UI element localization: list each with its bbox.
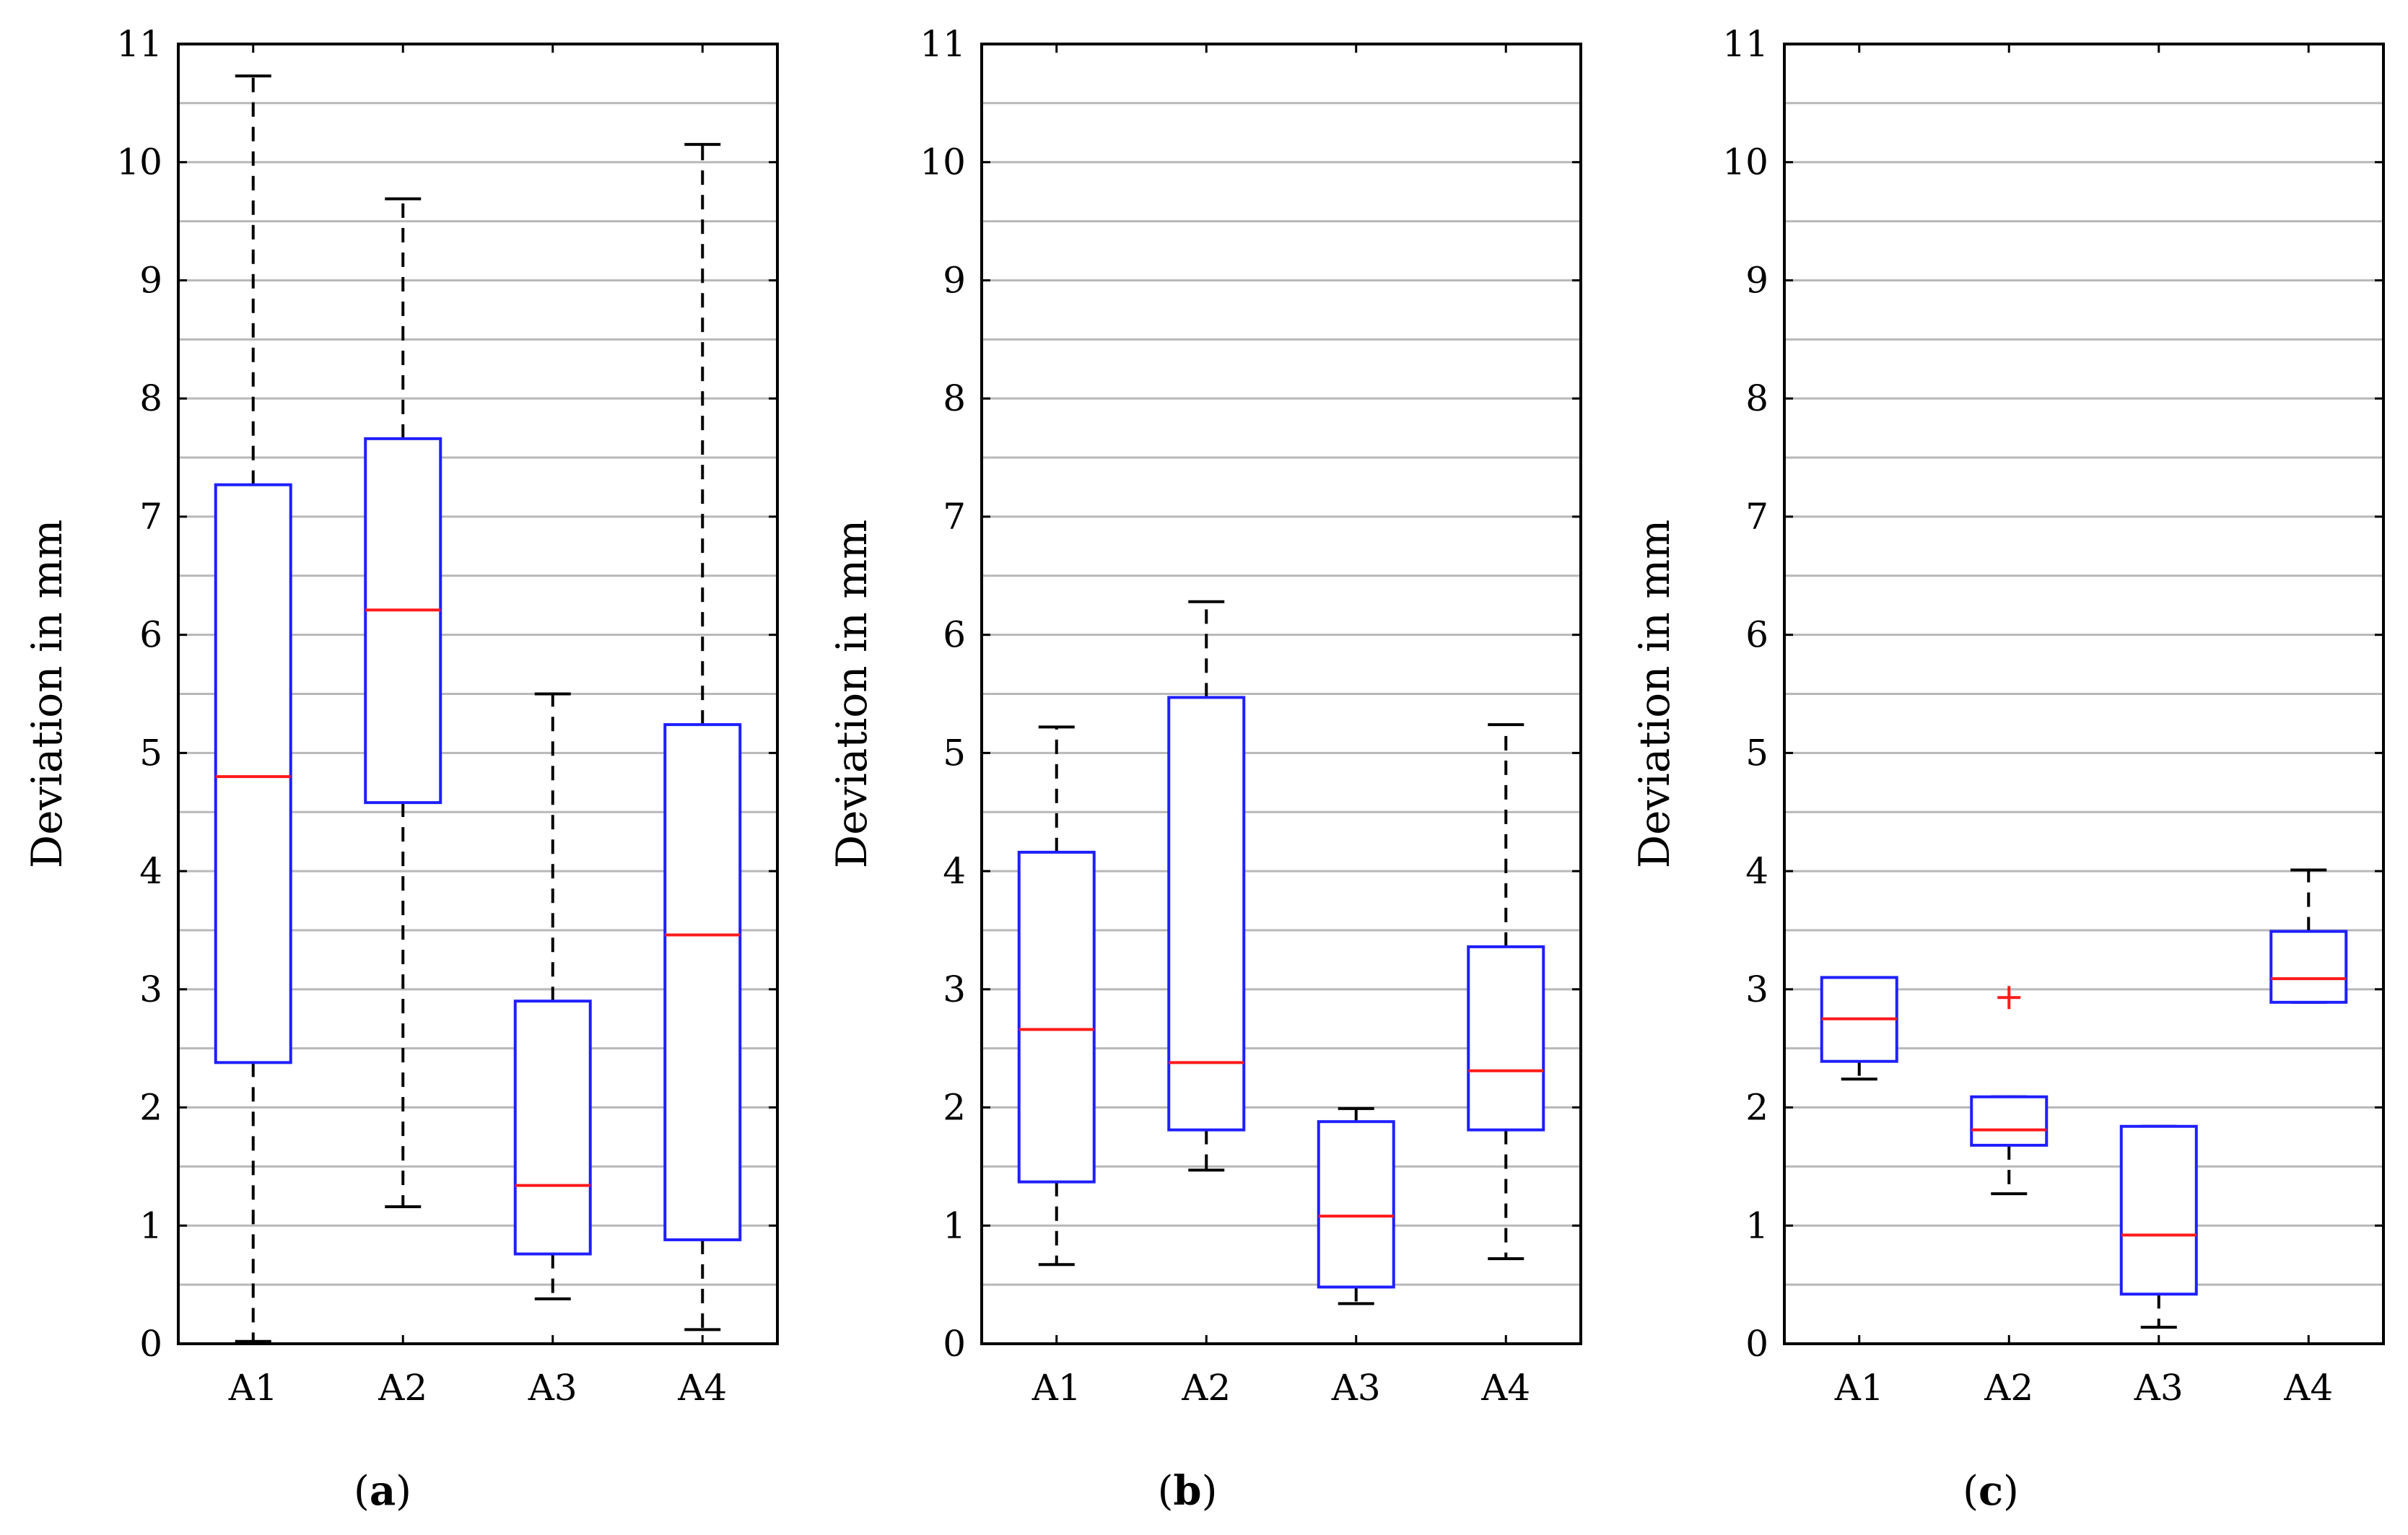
panel-b: 0 1 2 3 4 5 6 7 8 9 10 11 A1 A2 A3 A4 Deviation in mm (b) (827, 23, 1582, 1515)
y-axis-label: Deviation in mm (1630, 520, 1679, 869)
x-tick-label: A3 (2134, 1367, 2184, 1409)
y-tick-label: 8 (1745, 377, 1768, 419)
box-A1 (1017, 725, 1096, 1267)
iqr-box (1317, 1120, 1395, 1289)
iqr-box (2269, 930, 2348, 1004)
y-tick-label: 6 (943, 614, 966, 656)
x-tick-label: A1 (1031, 1367, 1081, 1409)
x-tick-label: A3 (528, 1367, 577, 1409)
y-tick-label: 0 (139, 1323, 162, 1365)
y-tick-label: 8 (139, 377, 162, 419)
x-tick-label: A3 (1331, 1367, 1381, 1409)
iqr-box (1167, 696, 1246, 1132)
y-tick-label: 7 (139, 496, 162, 538)
y-tick-label: 7 (943, 496, 966, 538)
y-tick-label: 5 (139, 732, 162, 774)
y-tick-label: 10 (116, 141, 162, 183)
plot-frame (980, 43, 1582, 1345)
y-tick-label: 3 (139, 968, 162, 1010)
caption-letter: c (1979, 1467, 2003, 1515)
caption-paren-close: ) (2003, 1468, 2019, 1515)
x-tick-label: A2 (1984, 1367, 2033, 1409)
y-tick-label: 9 (139, 259, 162, 301)
x-tick-label: A4 (1480, 1367, 1530, 1409)
caption-paren-open: ( (354, 1468, 370, 1515)
iqr-box (513, 1000, 592, 1256)
y-tick-label: 9 (1745, 259, 1768, 301)
iqr-box (364, 437, 442, 805)
x-tick-label: A4 (2283, 1367, 2333, 1409)
y-tick-label: 11 (920, 23, 966, 65)
y-tick-label: 6 (1745, 614, 1768, 656)
caption-paren-close: ) (1202, 1468, 1218, 1515)
box-A3 (1317, 1107, 1395, 1306)
y-tick-label: 1 (139, 1204, 162, 1246)
box-A4 (1467, 723, 1545, 1261)
caption-paren-close: ) (396, 1468, 411, 1515)
panel-a: 0 1 2 3 4 5 6 7 8 9 10 11 A1 A2 A3 A4 Deviation in mm (a) (22, 23, 779, 1515)
box-A2 (364, 197, 442, 1209)
box-A1 (214, 74, 292, 1343)
panel-c: 0 1 2 3 4 5 6 7 8 9 10 11 A1 A2 A3 A4 Deviation in mm (c) (1630, 23, 2385, 1515)
y-tick-label: 1 (1745, 1204, 1768, 1246)
caption-paren-open: ( (1158, 1468, 1174, 1515)
caption-paren-open: ( (1963, 1468, 1979, 1515)
y-tick-label: 2 (139, 1087, 162, 1129)
y-tick-label: 5 (943, 732, 966, 774)
y-tick-label: 10 (1722, 141, 1768, 183)
iqr-box (1970, 1095, 2049, 1147)
box-A1 (1820, 976, 1898, 1081)
y-tick-label: 3 (943, 968, 966, 1010)
iqr-box (2119, 1124, 2198, 1296)
y-tick-label: 7 (1745, 496, 1768, 538)
y-tick-label: 6 (139, 614, 162, 656)
iqr-box (214, 483, 292, 1064)
y-tick-label: 0 (943, 1323, 966, 1365)
box-A3 (513, 692, 592, 1300)
caption-letter: a (370, 1467, 396, 1515)
box-A2 (1970, 986, 2049, 1196)
y-axis-label: Deviation in mm (827, 520, 876, 869)
plot-frame (1783, 43, 2385, 1345)
iqr-box (663, 723, 742, 1241)
x-tick-label: A1 (228, 1367, 278, 1409)
y-tick-label: 4 (1745, 850, 1768, 892)
x-tick-label: A2 (1181, 1367, 1231, 1409)
panel-caption: (b) (1158, 1467, 1218, 1515)
iqr-box (1017, 850, 1096, 1184)
iqr-box (1467, 945, 1545, 1132)
panel-caption: (a) (354, 1467, 411, 1515)
x-tick-label: A2 (378, 1367, 427, 1409)
y-tick-label: 4 (139, 850, 162, 892)
y-tick-label: 2 (1745, 1087, 1768, 1129)
caption-letter: b (1173, 1467, 1201, 1515)
box-A4 (663, 143, 742, 1331)
y-tick-label: 11 (116, 23, 162, 65)
plot-frame (177, 43, 779, 1345)
y-tick-label: 9 (943, 259, 966, 301)
y-tick-label: 2 (943, 1087, 966, 1129)
y-tick-label: 3 (1745, 968, 1768, 1010)
y-tick-label: 0 (1745, 1323, 1768, 1365)
y-tick-label: 1 (943, 1204, 966, 1246)
y-tick-label: 4 (943, 850, 966, 892)
x-tick-label: A4 (677, 1367, 727, 1409)
y-tick-label: 10 (920, 141, 966, 183)
panel-caption: (c) (1963, 1467, 2019, 1515)
y-axis-label: Deviation in mm (22, 520, 71, 869)
y-tick-label: 8 (943, 377, 966, 419)
y-tick-label: 5 (1745, 732, 1768, 774)
box-A4 (2269, 868, 2348, 1004)
box-A2 (1167, 600, 1246, 1172)
x-tick-label: A1 (1834, 1367, 1884, 1409)
box-A3 (2119, 1124, 2198, 1329)
y-tick-label: 11 (1722, 23, 1768, 65)
